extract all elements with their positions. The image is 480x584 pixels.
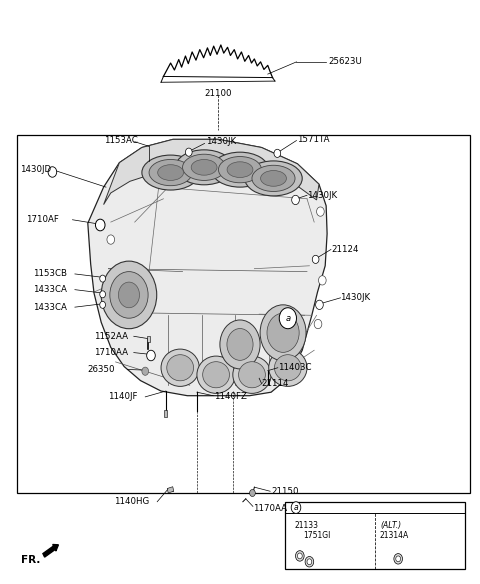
Text: 21133: 21133 bbox=[294, 520, 318, 530]
Ellipse shape bbox=[149, 159, 192, 186]
Text: 1170AA: 1170AA bbox=[253, 504, 287, 513]
Circle shape bbox=[394, 554, 403, 564]
Ellipse shape bbox=[167, 354, 193, 381]
Circle shape bbox=[250, 489, 255, 496]
Text: 1430JK: 1430JK bbox=[206, 137, 237, 146]
Circle shape bbox=[267, 313, 299, 352]
Text: 1430JK: 1430JK bbox=[307, 191, 337, 200]
Ellipse shape bbox=[227, 162, 253, 178]
Text: 1571TA: 1571TA bbox=[298, 135, 330, 144]
Circle shape bbox=[312, 255, 319, 263]
Text: 1430JK: 1430JK bbox=[340, 293, 371, 303]
Text: a: a bbox=[285, 314, 290, 323]
Circle shape bbox=[147, 350, 156, 361]
Polygon shape bbox=[104, 140, 319, 204]
Circle shape bbox=[305, 557, 314, 567]
Text: 21314A: 21314A bbox=[380, 531, 409, 540]
Text: 26350: 26350 bbox=[88, 365, 115, 374]
Text: (ALT.): (ALT.) bbox=[380, 520, 401, 530]
Circle shape bbox=[100, 275, 106, 282]
Ellipse shape bbox=[182, 154, 226, 180]
Text: 1140JF: 1140JF bbox=[108, 392, 138, 401]
Text: 1710AF: 1710AF bbox=[25, 215, 59, 224]
Text: 1710AA: 1710AA bbox=[94, 348, 128, 357]
Ellipse shape bbox=[191, 159, 217, 175]
Circle shape bbox=[100, 291, 106, 298]
Circle shape bbox=[396, 556, 401, 562]
Circle shape bbox=[279, 308, 297, 329]
Text: 1751GI: 1751GI bbox=[304, 531, 331, 540]
Circle shape bbox=[296, 551, 304, 561]
Circle shape bbox=[107, 235, 115, 244]
Ellipse shape bbox=[269, 349, 307, 387]
Text: 1153CB: 1153CB bbox=[33, 269, 67, 279]
Bar bbox=[147, 336, 150, 342]
Text: 1433CA: 1433CA bbox=[33, 285, 67, 294]
Text: FR.: FR. bbox=[21, 555, 40, 565]
Circle shape bbox=[292, 195, 300, 204]
Ellipse shape bbox=[211, 152, 269, 187]
Ellipse shape bbox=[261, 171, 287, 186]
Text: 21114: 21114 bbox=[262, 379, 289, 388]
Circle shape bbox=[298, 553, 302, 559]
Circle shape bbox=[101, 261, 157, 329]
Ellipse shape bbox=[233, 356, 271, 394]
Text: 11403C: 11403C bbox=[278, 363, 312, 372]
Circle shape bbox=[260, 305, 306, 361]
Ellipse shape bbox=[157, 165, 183, 180]
Bar bbox=[17, 135, 470, 493]
Ellipse shape bbox=[239, 361, 265, 388]
Polygon shape bbox=[88, 140, 327, 396]
Bar bbox=[167, 486, 174, 493]
Ellipse shape bbox=[203, 361, 229, 388]
Circle shape bbox=[307, 559, 312, 565]
Text: 21150: 21150 bbox=[271, 486, 299, 496]
Ellipse shape bbox=[252, 165, 295, 192]
Ellipse shape bbox=[161, 349, 199, 387]
Circle shape bbox=[110, 272, 148, 318]
Text: 21124: 21124 bbox=[331, 245, 359, 254]
Circle shape bbox=[185, 148, 192, 157]
Circle shape bbox=[319, 276, 326, 285]
Circle shape bbox=[48, 167, 57, 177]
Text: 1152AA: 1152AA bbox=[94, 332, 128, 341]
Ellipse shape bbox=[275, 354, 301, 381]
Bar bbox=[164, 411, 167, 417]
Circle shape bbox=[100, 301, 106, 308]
Circle shape bbox=[227, 329, 253, 360]
Ellipse shape bbox=[245, 161, 302, 196]
Circle shape bbox=[274, 150, 281, 158]
Text: 1433CA: 1433CA bbox=[33, 303, 67, 312]
Ellipse shape bbox=[142, 155, 199, 190]
Text: a: a bbox=[294, 503, 298, 512]
Circle shape bbox=[314, 319, 322, 329]
Ellipse shape bbox=[197, 356, 235, 394]
FancyArrow shape bbox=[43, 544, 59, 557]
Circle shape bbox=[142, 367, 149, 376]
Text: 1140HG: 1140HG bbox=[114, 497, 149, 506]
Ellipse shape bbox=[218, 157, 262, 183]
Text: 21100: 21100 bbox=[204, 89, 232, 99]
Ellipse shape bbox=[175, 150, 233, 185]
Text: 25623U: 25623U bbox=[328, 57, 362, 67]
Text: 1140FZ: 1140FZ bbox=[214, 392, 247, 401]
Bar bbox=[286, 502, 465, 569]
Circle shape bbox=[317, 207, 324, 216]
Circle shape bbox=[96, 219, 105, 231]
Text: 1430JD: 1430JD bbox=[20, 165, 51, 174]
Circle shape bbox=[291, 502, 301, 513]
Circle shape bbox=[220, 320, 260, 369]
Text: 1153AC: 1153AC bbox=[104, 136, 137, 145]
Circle shape bbox=[119, 282, 140, 308]
Circle shape bbox=[316, 300, 323, 310]
